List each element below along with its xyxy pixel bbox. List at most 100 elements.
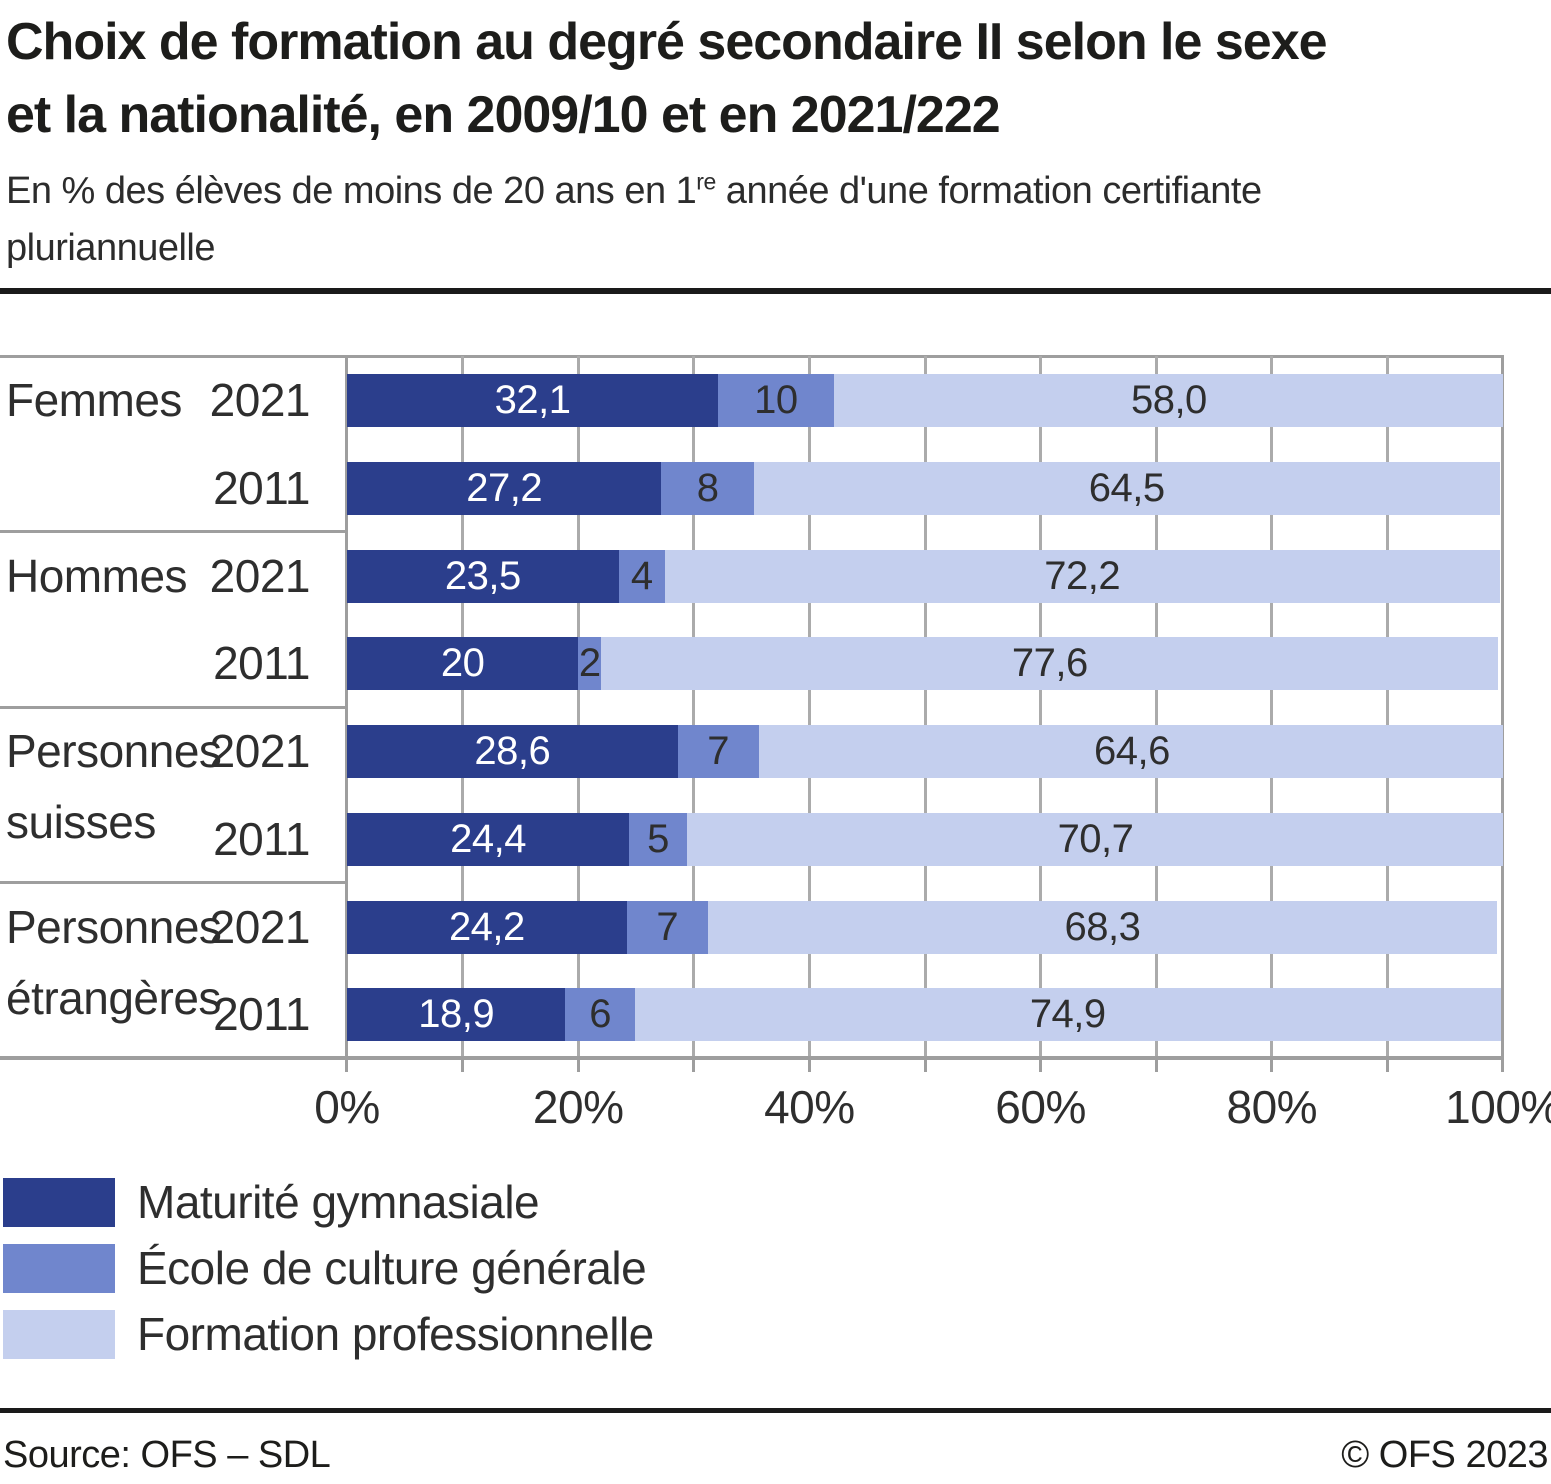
bar-value-label: 10 bbox=[754, 378, 798, 422]
subtitle: En % des élèves de moins de 20 ans en 1r… bbox=[6, 163, 1551, 277]
header-divider bbox=[0, 288, 1551, 294]
bar-segment-0: 20 bbox=[347, 637, 579, 690]
bar-row: 24,2 7 68,3 bbox=[347, 901, 1498, 954]
bar-segment-1: 10 bbox=[718, 374, 834, 427]
bar-value-label: 23,5 bbox=[444, 554, 521, 598]
footer-divider bbox=[0, 1408, 1551, 1413]
bar-row: 23,5 4 72,2 bbox=[347, 550, 1500, 603]
axis-tick bbox=[1154, 1059, 1158, 1072]
bar-segment-1: 5 bbox=[629, 813, 687, 866]
subtitle-line2: pluriannuelle bbox=[6, 227, 216, 269]
bar-value-label: 58,0 bbox=[1130, 378, 1207, 422]
bar-segment-0: 32,1 bbox=[347, 374, 719, 427]
gridline bbox=[1154, 356, 1158, 1056]
group-label: étrangères bbox=[6, 972, 221, 1024]
group-label: Personnes bbox=[6, 901, 222, 953]
bar-value-label: 74,9 bbox=[1029, 992, 1106, 1036]
bar-segment-0: 24,4 bbox=[347, 813, 630, 866]
year-label: 2021 bbox=[209, 374, 311, 426]
legend-swatch bbox=[3, 1244, 115, 1293]
bar-row: 28,6 7 64,6 bbox=[347, 725, 1503, 778]
group-label: Hommes bbox=[6, 550, 188, 602]
bar-value-label: 4 bbox=[630, 554, 653, 598]
axis-tick-label: 100% bbox=[1445, 1081, 1551, 1133]
axis-tick-label: 80% bbox=[1226, 1081, 1318, 1133]
axis-tick bbox=[1385, 1059, 1389, 1072]
axis-tick-label: 0% bbox=[314, 1081, 380, 1133]
page-title: Choix de formation au degré secondaire I… bbox=[6, 6, 1551, 152]
bar-value-label: 64,6 bbox=[1093, 729, 1170, 773]
plot-top-border bbox=[0, 355, 1503, 358]
bar-value-label: 68,3 bbox=[1064, 905, 1141, 949]
bar-value-label: 2 bbox=[578, 641, 601, 685]
bar-segment-2: 74,9 bbox=[634, 988, 1501, 1041]
bar-segment-1: 7 bbox=[626, 901, 708, 954]
bar-segment-0: 24,2 bbox=[347, 901, 627, 954]
group-divider bbox=[0, 530, 347, 533]
year-label: 2011 bbox=[213, 988, 310, 1040]
subtitle-text-cont: année d'une formation certifiante bbox=[715, 170, 1262, 212]
gridline bbox=[461, 356, 465, 1056]
bar-value-label: 24,4 bbox=[450, 817, 526, 861]
year-label: 2021 bbox=[209, 550, 311, 602]
axis-tick bbox=[692, 1059, 696, 1072]
legend-label: École de culture générale bbox=[137, 1242, 647, 1294]
bar-segment-2: 70,7 bbox=[686, 813, 1503, 866]
bar-segment-0: 23,5 bbox=[347, 550, 619, 603]
bar-segment-2: 68,3 bbox=[707, 901, 1498, 954]
bar-value-label: 7 bbox=[707, 729, 729, 773]
year-label: 2011 bbox=[213, 637, 310, 689]
axis-tick bbox=[576, 1059, 580, 1072]
group-divider bbox=[0, 881, 347, 884]
bar-value-label: 6 bbox=[589, 992, 612, 1036]
bar-value-label: 18,9 bbox=[418, 992, 495, 1036]
axis-tick bbox=[461, 1059, 465, 1072]
legend-label: Formation professionnelle bbox=[137, 1308, 654, 1360]
bar-segment-1: 7 bbox=[677, 725, 759, 778]
subtitle-text: En % des élèves de moins de 20 ans en 1 bbox=[6, 170, 697, 212]
year-label: 2011 bbox=[213, 813, 310, 865]
gridline bbox=[923, 356, 927, 1056]
source-note: Source: OFS – SDL bbox=[3, 1434, 331, 1476]
year-label: 2021 bbox=[209, 901, 311, 953]
bar-row: 32,1 10 58,0 bbox=[347, 374, 1503, 427]
axis-tick bbox=[923, 1059, 927, 1072]
group-label: Personnes bbox=[6, 725, 222, 777]
bar-value-label: 7 bbox=[656, 905, 679, 949]
subtitle-superscript: re bbox=[696, 168, 716, 195]
bar-row: 20 2 77,6 bbox=[347, 637, 1499, 690]
bar-value-label: 24,2 bbox=[448, 905, 525, 949]
axis-tick bbox=[1270, 1059, 1274, 1072]
plot-left-border bbox=[345, 355, 348, 1072]
bar-row: 27,2 8 64,5 bbox=[347, 462, 1500, 515]
axis-tick-label: 20% bbox=[532, 1081, 624, 1133]
bar-value-label: 8 bbox=[696, 466, 719, 510]
bar-segment-2: 64,6 bbox=[758, 725, 1503, 778]
bar-segment-1: 4 bbox=[618, 550, 665, 603]
copyright-note: © OFS 2023 bbox=[1341, 1434, 1548, 1476]
year-label: 2021 bbox=[209, 725, 311, 777]
bar-value-label: 70,7 bbox=[1057, 817, 1134, 861]
axis-tick bbox=[1039, 1059, 1043, 1072]
bar-value-label: 72,2 bbox=[1044, 554, 1121, 598]
page-title-line2: et la nationalité, en 2009/10 et en 2021… bbox=[6, 86, 1001, 144]
bar-segment-2: 64,5 bbox=[753, 462, 1500, 515]
axis-tick-label: 40% bbox=[764, 1081, 855, 1133]
legend-swatch bbox=[3, 1310, 115, 1359]
gridline bbox=[807, 356, 811, 1056]
bar-value-label: 64,5 bbox=[1088, 466, 1165, 510]
bar-segment-0: 18,9 bbox=[347, 988, 566, 1041]
bar-segment-2: 72,2 bbox=[664, 550, 1500, 603]
axis-tick-label: 60% bbox=[995, 1081, 1086, 1133]
axis-tick bbox=[807, 1059, 811, 1072]
group-divider bbox=[0, 706, 347, 709]
bar-value-label: 32,1 bbox=[494, 378, 571, 422]
gridline bbox=[1385, 356, 1389, 1056]
bar-value-label: 27,2 bbox=[466, 466, 543, 510]
bar-segment-2: 77,6 bbox=[601, 637, 1499, 690]
bar-segment-1: 8 bbox=[661, 462, 754, 515]
legend-swatch bbox=[3, 1178, 115, 1227]
bar-segment-1: 2 bbox=[578, 637, 602, 690]
gridline bbox=[1270, 356, 1274, 1056]
gridline bbox=[576, 356, 580, 1056]
